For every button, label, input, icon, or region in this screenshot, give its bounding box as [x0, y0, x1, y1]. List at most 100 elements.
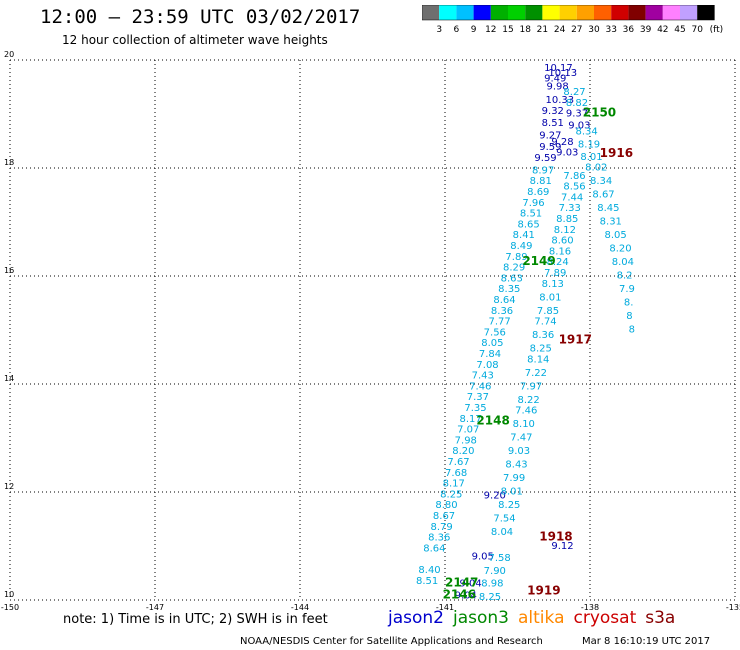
colorbar-label: 42: [657, 25, 668, 35]
legend-cryosat: cryosat: [573, 608, 637, 628]
wave-height-jason3: 7.56: [484, 327, 506, 338]
pass-number-label: 2150: [583, 106, 616, 120]
wave-height-jason3: 7.37: [467, 392, 489, 403]
y-tick-label: 12: [4, 482, 14, 491]
wave-height-jason3: 7.86: [563, 171, 585, 182]
wave-height-jason3: 8.19: [578, 139, 600, 150]
wave-height-jason3: 8.: [624, 298, 634, 309]
colorbar-label: 6: [454, 25, 460, 35]
wave-height-jason2: 9.04: [455, 590, 477, 601]
colorbar-label: 70: [691, 25, 703, 35]
wave-height-jason3: 7.54: [493, 514, 515, 525]
wave-height-jason3: 8.01: [580, 152, 602, 163]
colorbar-unit: (ft): [710, 25, 724, 35]
wave-height-jason3: 7.77: [489, 317, 511, 328]
wave-height-jason3: 8.17: [443, 479, 465, 490]
wave-height-jason2: 9.04: [460, 579, 482, 590]
y-tick-label: 20: [4, 50, 14, 59]
wave-height-jason3: 8.51: [520, 209, 542, 220]
wave-height-jason3: 7.22: [525, 368, 547, 379]
wave-height-jason2: 9.03: [568, 121, 590, 132]
x-tick-label: -150: [1, 603, 19, 610]
colorbar-swatch: [490, 5, 508, 20]
wave-height-jason3: 8.25: [498, 500, 520, 511]
wave-height-jason2: 9.59: [534, 153, 556, 164]
satellite-legend: jason2 jason3 altika cryosat s3a: [388, 608, 684, 628]
wave-height-jason3: 8.01: [539, 292, 561, 303]
wave-height-jason3: 8.64: [423, 543, 445, 554]
x-tick-label: -135: [726, 603, 740, 610]
wave-height-jason3: 8.34: [576, 127, 598, 138]
wave-height-jason3: 8.31: [600, 217, 622, 228]
wave-height-jason3: 7.85: [537, 306, 559, 317]
wave-height-jason2: 10.17: [544, 63, 573, 74]
wave-height-jason3: 8.25: [530, 344, 552, 355]
colorbar-label: 9: [471, 25, 477, 35]
wave-height-jason3: 8.67: [433, 511, 455, 522]
colorbar-border: [422, 5, 715, 21]
wave-height-jason2: 9.37: [566, 109, 588, 120]
wave-height-jason2: 9.49: [544, 74, 566, 85]
colorbar-swatch: [645, 5, 663, 20]
wave-height-jason3: 8.12: [554, 225, 576, 236]
wave-height-jason3: 8.41: [513, 230, 535, 241]
wave-height-jason3: 8.82: [566, 98, 588, 109]
wave-height-jason3: 8.29: [503, 263, 525, 274]
y-tick-label: 18: [4, 158, 14, 167]
wave-height-jason3: 8.63: [501, 273, 523, 284]
wave-height-jason3: 8.67: [592, 190, 614, 201]
wave-height-jason3: 8.25: [440, 489, 462, 500]
wave-height-jason3: 8.40: [418, 565, 440, 576]
pass-number-label: 1916: [600, 146, 633, 160]
wave-height-jason3: 7.90: [484, 566, 506, 577]
plot-area: -150 -147 -144 -141 -138 -135 10 12 14 16 18 20 10.1…: [1, 50, 740, 610]
wave-height-jason3: 7.07: [457, 425, 479, 436]
wave-height-jason3: 8.02: [585, 163, 607, 174]
colorbar-swatch: [628, 5, 646, 20]
wave-height-jason3: 8.45: [597, 203, 619, 214]
wave-height-jason3: 7.08: [476, 360, 498, 371]
y-tick-label: 10: [4, 590, 14, 599]
wave-height-jason3: 8.64: [493, 295, 515, 306]
colorbar-swatch: [611, 5, 629, 20]
wave-height-jason2: 9.03: [556, 148, 578, 159]
chart-title: 12:00 — 23:59 UTC 03/02/2017: [40, 6, 361, 28]
wave-height-jason3: 7.35: [464, 403, 486, 414]
colorbar-label: 24: [554, 25, 566, 35]
pass-number-label: 1917: [559, 333, 592, 347]
colorbar-swatch: [422, 5, 440, 20]
colorbar-label: 3: [436, 25, 442, 35]
colorbar-label: 33: [605, 25, 616, 35]
pass-number-label: 2147: [445, 576, 478, 590]
color-scale-bar: 3 6 9 12 15 18 21 24 27 30 33 36 39 42 45 70 (ft): [422, 5, 724, 35]
colorbar-swatch: [439, 5, 457, 20]
x-tick-label: -138: [581, 603, 599, 610]
wave-height-jason3: 8.05: [481, 338, 503, 349]
colorbar-label: 39: [640, 25, 652, 35]
wave-height-jason3: 8.10: [513, 419, 535, 430]
wave-height-jason3: 7.46: [515, 406, 537, 417]
y-tick-label: 14: [4, 374, 14, 383]
wave-height-jason3: 8.80: [435, 500, 457, 511]
pass-number-label: 2146: [443, 587, 476, 601]
wave-height-jason3: 7.96: [522, 198, 544, 209]
wave-height-jason3: 9.03: [508, 446, 530, 457]
wave-height-jason3: 8.43: [505, 460, 527, 471]
wave-height-jason3: 8.04: [612, 257, 634, 268]
wave-height-jason3: 7.33: [559, 203, 581, 214]
wave-height-jason2: 9.59: [539, 142, 561, 153]
footer-credit: NOAA/NESDIS Center for Satellite Applica…: [240, 636, 543, 647]
colorbar-swatch: [542, 5, 560, 20]
wave-height-jason3: 7.43: [472, 371, 494, 382]
wave-height-jason3: 7.58: [489, 553, 511, 564]
colorbar-label: 27: [571, 25, 582, 35]
wave-height-jason3: 8.01: [501, 487, 523, 498]
wave-height-jason3: 8.36: [428, 533, 450, 544]
wave-height-jason3: 7.97: [520, 381, 542, 392]
colorbar-swatch: [508, 5, 526, 20]
wave-height-jason2: 9.32: [542, 106, 564, 117]
wave-height-jason3: 8.98: [481, 579, 503, 590]
colorbar-swatch: [473, 5, 491, 20]
wave-height-jason2: 9.28: [551, 137, 573, 148]
colorbar-swatch: [662, 5, 680, 20]
